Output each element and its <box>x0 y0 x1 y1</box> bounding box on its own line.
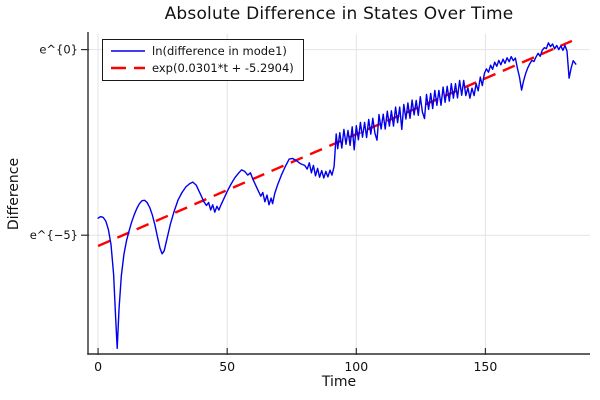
x-axis-label: Time <box>321 374 357 390</box>
legend-entry-data: ln(difference in mode1) <box>109 43 294 59</box>
legend-label-fit: exp(0.0301*t + -5.2904) <box>152 61 294 75</box>
legend-entry-fit: exp(0.0301*t + -5.2904) <box>109 60 294 76</box>
x-tick-label: 150 <box>473 359 497 374</box>
x-tick-label: 50 <box>219 359 235 374</box>
data-series-line <box>97 42 577 350</box>
chart-title: Absolute Difference in States Over Time <box>164 4 514 24</box>
dashed-line-sample-icon <box>111 66 145 70</box>
solid-line-sample-icon <box>111 50 145 52</box>
legend-label-data: ln(difference in mode1) <box>152 44 287 58</box>
y-tick-label: e^{−5} <box>30 228 78 242</box>
y-axis-label: Difference <box>6 157 22 231</box>
y-tick-label: e^{0} <box>39 43 78 57</box>
legend: ln(difference in mode1) exp(0.0301*t + -… <box>102 39 304 81</box>
x-tick-label: 0 <box>94 359 102 374</box>
x-tick-label: 100 <box>344 359 368 374</box>
